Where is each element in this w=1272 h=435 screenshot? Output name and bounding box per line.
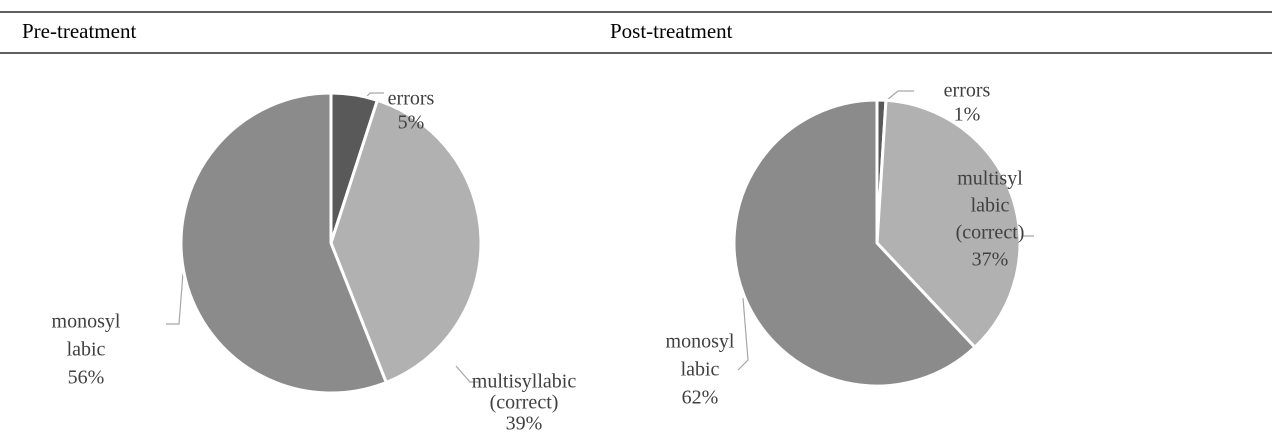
slice-label: errors [388,88,435,110]
slice-label: monosyl [52,311,121,333]
pie-slice [179,91,388,395]
leader-line [737,297,749,371]
slice-label: (correct) [956,222,1025,244]
slice-label: errors [944,80,991,102]
slice-label: monosyl [666,331,735,353]
slice-label: multisyl [957,168,1023,190]
value-label: 39% [506,413,543,435]
leader-line [166,272,184,325]
slice-label: multisyllabic [472,371,577,393]
pie-slice [875,98,1022,349]
value-label: 5% [398,112,425,134]
pie-slice [329,98,483,384]
pie-slice [732,98,977,388]
value-label: 37% [972,249,1009,271]
chart-title: Post-treatment [610,19,733,43]
value-label: 56% [68,367,105,389]
slice-label: (correct) [490,392,559,414]
leader-line [455,365,480,383]
value-label: 62% [682,387,719,409]
slice-label: labic [681,359,720,381]
chart-title: Pre-treatment [22,19,136,43]
slice-label: labic [67,339,106,361]
value-label: 1% [954,104,981,126]
slice-label: labic [971,195,1010,217]
